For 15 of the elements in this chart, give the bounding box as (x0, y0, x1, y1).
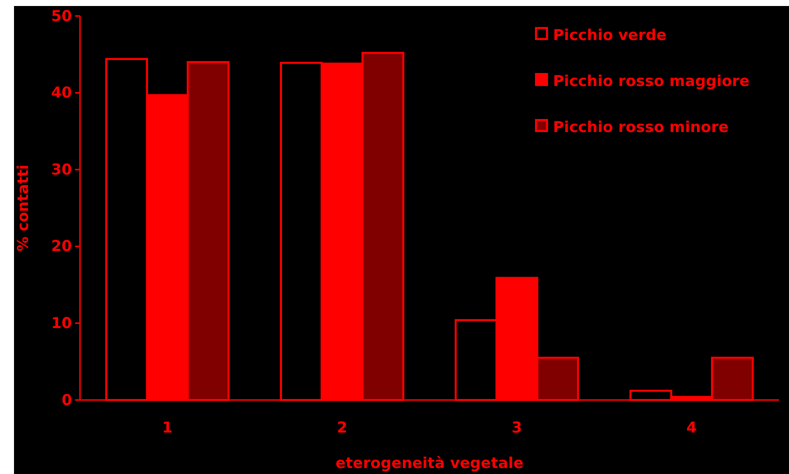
legend-label: Picchio verde (553, 26, 667, 44)
x-tick-label: 2 (336, 418, 348, 437)
y-tick-label: 20 (51, 237, 72, 256)
x-tick-label: 3 (512, 418, 522, 437)
x-tick-label: 1 (162, 418, 173, 437)
y-tick-label: 50 (51, 6, 72, 25)
legend-label: Picchio rosso minore (553, 118, 729, 136)
y-axis-title: % contatti (14, 164, 32, 252)
legend-label: Picchio rosso maggiore (553, 72, 750, 90)
y-tick-label: 0 (62, 390, 72, 409)
y-tick-label: 40 (51, 84, 72, 102)
x-axis-title: eterogeneità vegetale (335, 454, 524, 472)
y-tick-label: 30 (51, 160, 72, 178)
y-tick-label: 10 (51, 314, 72, 332)
x-tick-label: 4 (686, 418, 697, 437)
